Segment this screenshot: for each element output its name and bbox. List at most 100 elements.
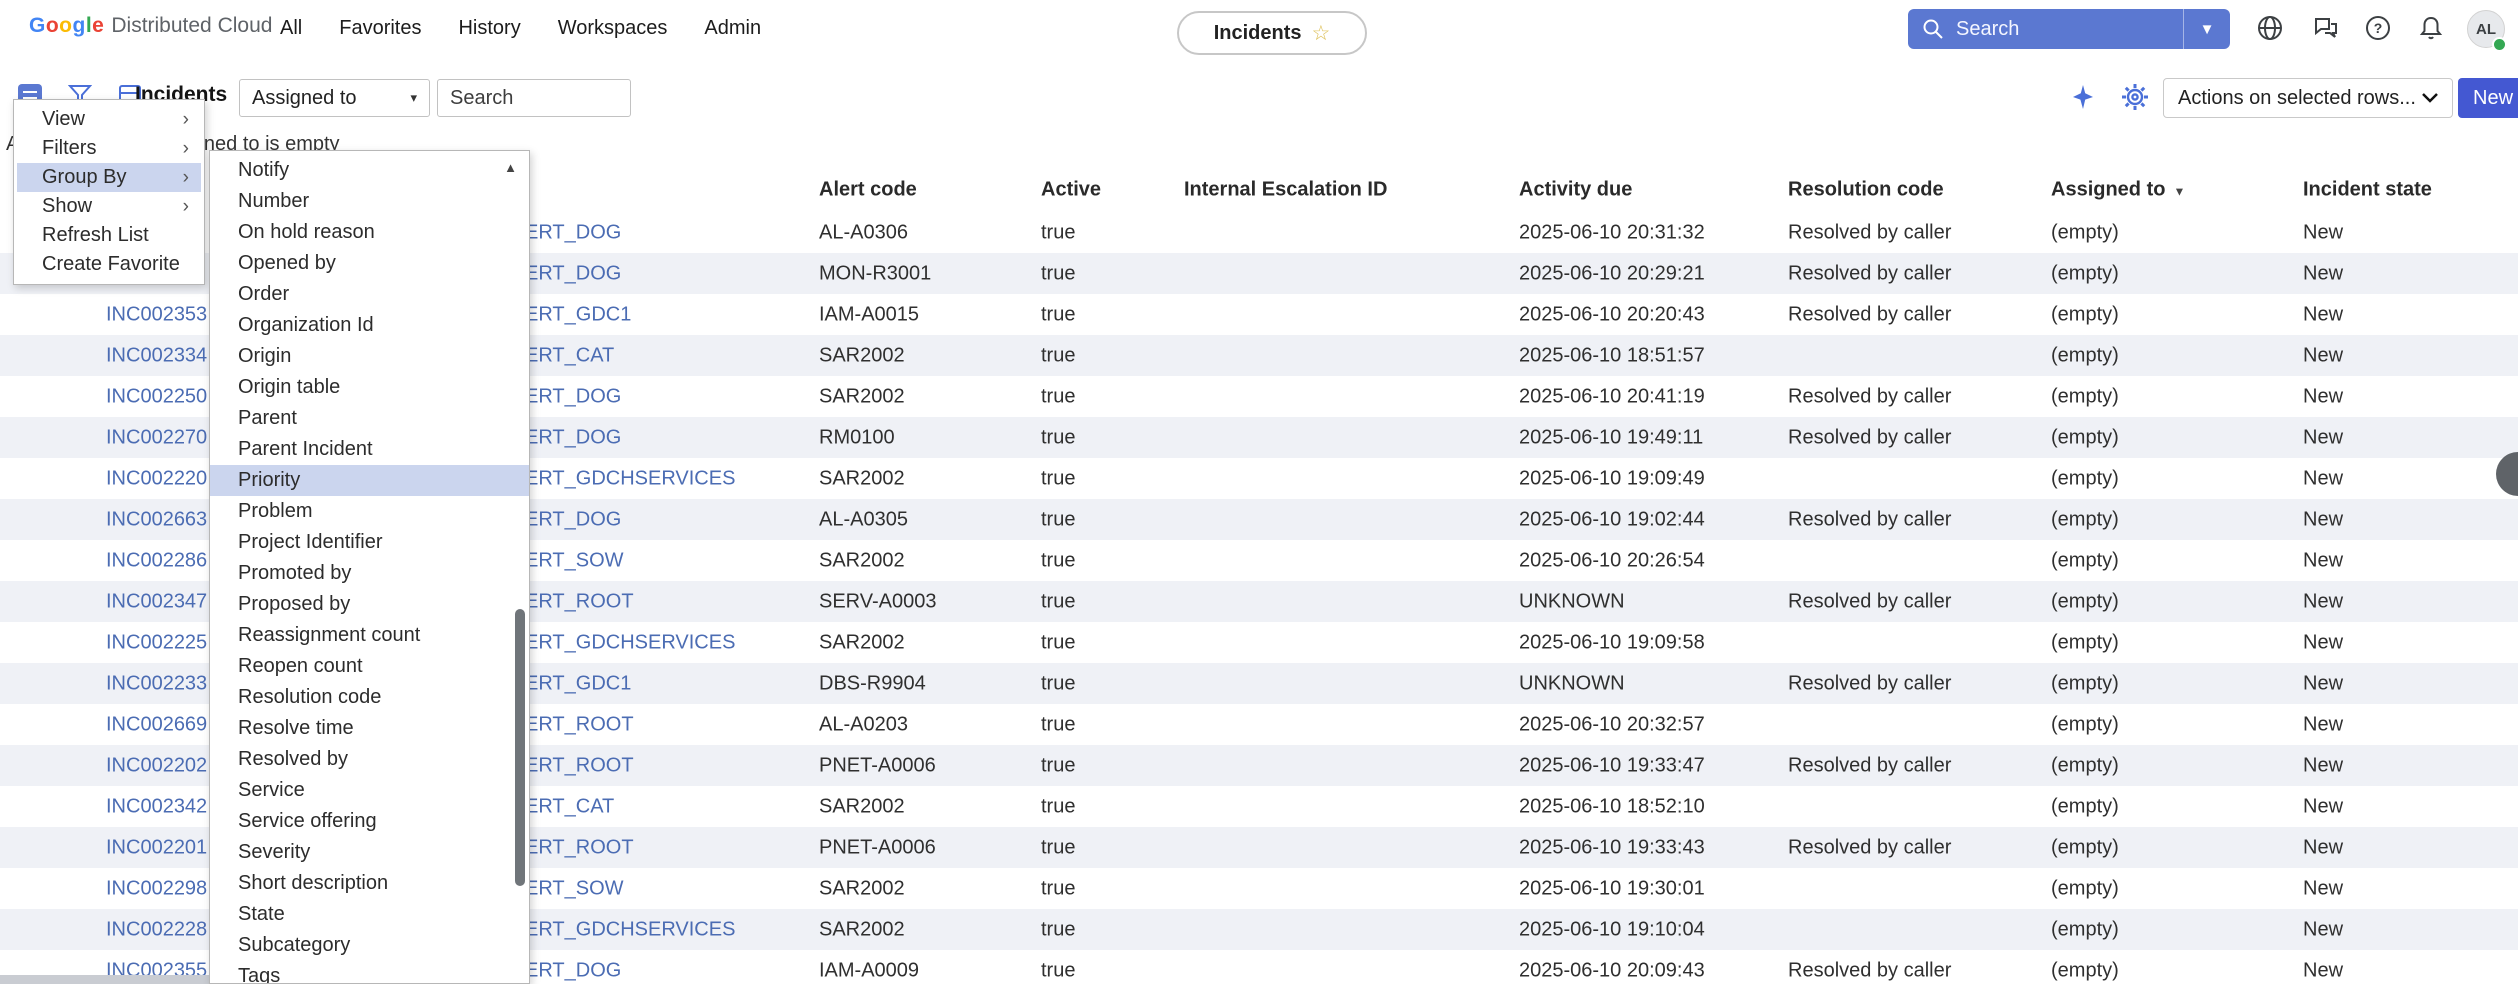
- group-by-option-origin-table[interactable]: Origin table: [238, 376, 341, 398]
- group-by-option-resolved-by[interactable]: Resolved by: [238, 748, 349, 770]
- incident-number-link[interactable]: INC002220: [106, 467, 208, 489]
- service-link[interactable]: ERT_GDC1: [525, 303, 632, 325]
- group-by-option-state[interactable]: State: [238, 903, 285, 925]
- service-link[interactable]: ERT_GDCHSERVICES: [525, 918, 736, 940]
- actions-dropdown[interactable]: Actions on selected rows...: [2163, 78, 2453, 118]
- submenu-scrollbar-thumb[interactable]: [515, 609, 525, 886]
- service-link[interactable]: ERT_ROOT: [525, 754, 634, 776]
- group-by-option-reopen-count[interactable]: Reopen count: [238, 655, 363, 677]
- nav-item-admin[interactable]: Admin: [704, 16, 762, 39]
- service-link[interactable]: ERT_DOG: [525, 221, 622, 243]
- group-by-option-severity[interactable]: Severity: [238, 841, 311, 863]
- filter-field-dropdown[interactable]: Assigned to ▾: [239, 79, 430, 117]
- service-link[interactable]: ERT_ROOT: [525, 713, 634, 735]
- context-menu-item-show[interactable]: Show ›: [17, 192, 201, 221]
- service-link[interactable]: ERT_DOG: [525, 959, 622, 981]
- group-by-option-project-identifier[interactable]: Project Identifier: [238, 531, 383, 553]
- incident-number-link[interactable]: INC002250: [106, 385, 208, 407]
- column-header-active[interactable]: Active: [1041, 178, 1102, 201]
- column-header-resolution-code[interactable]: Resolution code: [1788, 178, 1944, 201]
- globe-icon[interactable]: [2256, 14, 2284, 42]
- group-by-option-promoted-by[interactable]: Promoted by: [238, 562, 352, 584]
- group-by-option-opened-by[interactable]: Opened by: [238, 252, 336, 274]
- service-link[interactable]: ERT_CAT: [525, 795, 615, 817]
- bell-icon[interactable]: [2417, 14, 2445, 42]
- context-menu-item-filters[interactable]: Filters ›: [17, 134, 201, 163]
- user-avatar[interactable]: AL: [2467, 10, 2505, 48]
- incidents-tab-pill[interactable]: Incidents ☆: [1177, 11, 1367, 55]
- group-by-option-problem[interactable]: Problem: [238, 500, 313, 522]
- group-by-option-resolution-code[interactable]: Resolution code: [238, 686, 382, 708]
- incident-state-cell: New: [2303, 549, 2344, 571]
- group-by-option-on-hold-reason[interactable]: On hold reason: [238, 221, 375, 243]
- incident-number-link[interactable]: INC002202: [106, 754, 208, 776]
- column-header-assigned-to[interactable]: Assigned to ▼: [2051, 179, 2185, 202]
- service-link[interactable]: ERT_CAT: [525, 344, 615, 366]
- service-link[interactable]: ERT_ROOT: [525, 590, 634, 612]
- scroll-up-icon[interactable]: ▲: [504, 160, 517, 175]
- group-by-option-subcategory[interactable]: Subcategory: [238, 934, 351, 956]
- group-by-option-priority[interactable]: Priority: [210, 465, 529, 496]
- column-header-activity-due[interactable]: Activity due: [1519, 178, 1633, 201]
- service-link[interactable]: ERT_DOG: [525, 508, 622, 530]
- global-search-bar[interactable]: Search ▼: [1908, 9, 2230, 49]
- incident-number-link[interactable]: INC002334: [106, 344, 208, 366]
- group-by-option-number[interactable]: Number: [238, 190, 310, 212]
- nav-item-workspaces[interactable]: Workspaces: [557, 16, 668, 39]
- incident-number-link[interactable]: INC002298: [106, 877, 208, 899]
- gear-icon[interactable]: [2120, 82, 2150, 112]
- incident-number-link[interactable]: INC002225: [106, 631, 208, 653]
- incident-number-link[interactable]: INC002270: [106, 426, 208, 448]
- edge-floating-handle[interactable]: [2496, 452, 2518, 496]
- incident-number-link[interactable]: INC002663: [106, 508, 208, 530]
- group-by-option-proposed-by[interactable]: Proposed by: [238, 593, 351, 615]
- list-search-input[interactable]: [437, 79, 631, 117]
- service-link[interactable]: ERT_DOG: [525, 426, 622, 448]
- group-by-option-service-offering[interactable]: Service offering: [238, 810, 377, 832]
- nav-item-favorites[interactable]: Favorites: [339, 16, 422, 39]
- column-header-alert-code[interactable]: Alert code: [819, 178, 917, 201]
- service-link[interactable]: ERT_ROOT: [525, 836, 634, 858]
- context-menu-item-create-favorite[interactable]: Create Favorite: [17, 250, 201, 279]
- incident-number-link[interactable]: INC002669: [106, 713, 208, 735]
- service-link[interactable]: ERT_GDCHSERVICES: [525, 631, 736, 653]
- incident-number-link[interactable]: INC002353: [106, 303, 208, 325]
- group-by-option-service[interactable]: Service: [238, 779, 305, 801]
- column-header-internal-escalation-id[interactable]: Internal Escalation ID: [1184, 178, 1388, 201]
- incident-number-link[interactable]: INC002228: [106, 918, 208, 940]
- incident-number-link[interactable]: INC002286: [106, 549, 208, 571]
- column-header-incident-state[interactable]: Incident state: [2303, 178, 2432, 201]
- group-by-option-reassignment-count[interactable]: Reassignment count: [238, 624, 421, 646]
- service-link[interactable]: ERT_GDCHSERVICES: [525, 467, 736, 489]
- incident-number-link[interactable]: INC002342: [106, 795, 208, 817]
- incident-state-cell: New: [2303, 836, 2344, 858]
- group-by-option-parent[interactable]: Parent: [238, 407, 297, 429]
- new-button[interactable]: New: [2458, 78, 2518, 118]
- search-caret-icon[interactable]: ▼: [2199, 20, 2215, 38]
- favorite-star-icon[interactable]: ☆: [1311, 21, 1331, 45]
- nav-item-all[interactable]: All: [280, 16, 303, 39]
- chat-icon[interactable]: [2312, 14, 2340, 42]
- service-link[interactable]: ERT_SOW: [525, 877, 624, 899]
- group-by-option-notify[interactable]: Notify: [238, 159, 290, 181]
- group-by-option-parent-incident[interactable]: Parent Incident: [238, 438, 373, 460]
- context-menu-item-group-by[interactable]: Group By ›: [17, 163, 201, 192]
- service-link[interactable]: ERT_GDC1: [525, 672, 632, 694]
- service-link[interactable]: ERT_DOG: [525, 262, 622, 284]
- group-by-option-order[interactable]: Order: [238, 283, 290, 305]
- group-by-option-origin[interactable]: Origin: [238, 345, 292, 367]
- incident-number-link[interactable]: INC002201: [106, 836, 208, 858]
- nav-item-history[interactable]: History: [458, 16, 521, 39]
- ai-sparkle-icon[interactable]: [2070, 84, 2096, 110]
- group-by-option-short-description[interactable]: Short description: [238, 872, 389, 894]
- context-menu-item-view[interactable]: View ›: [17, 105, 201, 134]
- group-by-option-resolve-time[interactable]: Resolve time: [238, 717, 354, 739]
- service-link[interactable]: ERT_SOW: [525, 549, 624, 571]
- incident-number-link[interactable]: INC002233: [106, 672, 208, 694]
- context-menu-item-refresh-list[interactable]: Refresh List: [17, 221, 201, 250]
- service-link[interactable]: ERT_DOG: [525, 385, 622, 407]
- incident-number-link[interactable]: INC002347: [106, 590, 208, 612]
- group-by-option-tags[interactable]: Tags: [238, 965, 281, 984]
- help-icon[interactable]: ?: [2364, 14, 2392, 42]
- group-by-option-organization-id[interactable]: Organization Id: [238, 314, 374, 336]
